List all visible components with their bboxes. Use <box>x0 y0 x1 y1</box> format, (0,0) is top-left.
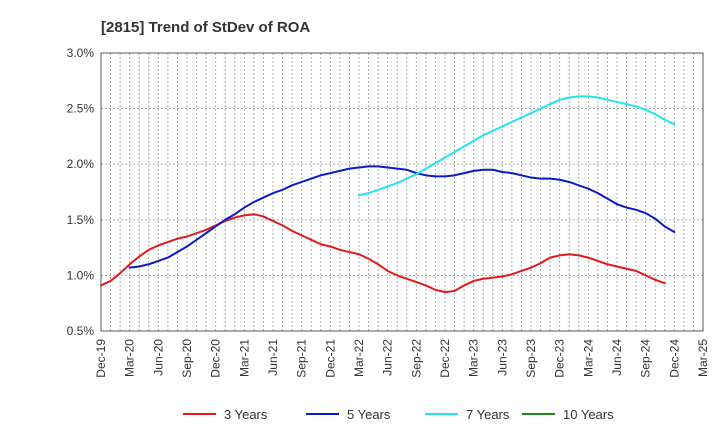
series-lines <box>100 95 676 294</box>
legend-label-7-years: 7 Years <box>466 407 510 422</box>
y-tick-label: 1.0% <box>67 268 95 282</box>
x-axis-ticks: Dec-19 Mar-20 Jun-20 Sep-20 Dec-20 Mar-21 Jun-… <box>94 339 710 378</box>
x-tick-label: Jun-20 <box>151 339 165 376</box>
x-tick-label: Sep-20 <box>180 339 194 378</box>
legend-label-10-years: 10 Years <box>563 407 614 422</box>
x-tick-label: Mar-21 <box>237 339 251 377</box>
x-tick-label: Dec-22 <box>438 339 452 378</box>
x-tick-label: Mar-25 <box>696 339 710 377</box>
y-axis-ticks: 0.5% 1.0% 1.5% 2.0% 2.5% 3.0% <box>67 46 95 338</box>
legend-label-5-years: 5 Years <box>347 407 391 422</box>
y-tick-label: 1.5% <box>67 213 95 227</box>
plot-border <box>100 52 704 332</box>
x-tick-label: Dec-21 <box>323 339 337 378</box>
plot-frame <box>100 52 704 332</box>
x-tick-label: Mar-23 <box>467 339 481 377</box>
series-line-5-years <box>128 165 676 269</box>
x-tick-label: Mar-20 <box>123 339 137 377</box>
x-tick-label: Mar-22 <box>352 339 366 377</box>
x-tick-label: Sep-21 <box>295 339 309 378</box>
x-tick-label: Jun-22 <box>381 339 395 376</box>
x-tick-label: Jun-24 <box>610 339 624 376</box>
grid-lines <box>100 52 704 332</box>
series-line-3-years <box>100 213 666 294</box>
x-tick-label: Dec-23 <box>553 339 567 378</box>
y-tick-label: 2.0% <box>67 157 95 171</box>
x-tick-label: Dec-19 <box>94 339 108 378</box>
legend: 3 Years 5 Years 7 Years 10 Years <box>183 407 614 422</box>
x-tick-label: Sep-22 <box>409 339 423 378</box>
x-tick-label: Sep-23 <box>524 339 538 378</box>
y-tick-label: 3.0% <box>67 46 95 60</box>
x-tick-label: Jun-21 <box>266 339 280 376</box>
x-tick-label: Mar-24 <box>581 339 595 377</box>
x-tick-label: Sep-24 <box>639 339 653 378</box>
series-line-7-years <box>358 95 676 197</box>
y-tick-label: 2.5% <box>67 102 95 116</box>
chart-title: [2815] Trend of StDev of ROA <box>101 19 310 36</box>
x-tick-label: Jun-23 <box>495 339 509 376</box>
legend-label-3-years: 3 Years <box>224 407 268 422</box>
x-tick-label: Dec-24 <box>667 339 681 378</box>
x-tick-label: Dec-20 <box>209 339 223 378</box>
y-tick-label: 0.5% <box>67 324 95 338</box>
